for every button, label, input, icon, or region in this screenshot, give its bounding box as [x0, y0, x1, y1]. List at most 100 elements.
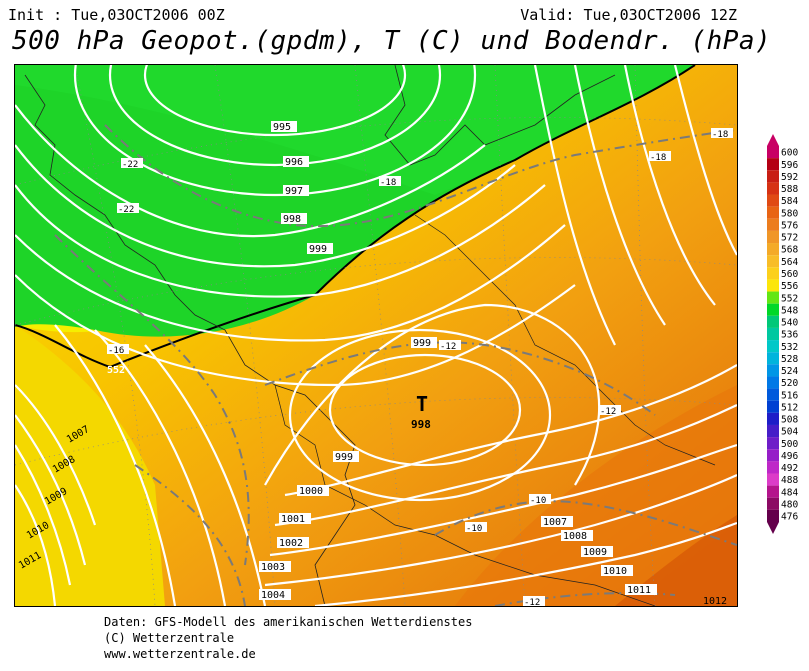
isobar-label: 1011	[627, 585, 651, 596]
isotherm-label: -12	[600, 407, 616, 417]
legend-swatch	[767, 437, 779, 450]
legend-label: 480	[781, 499, 798, 510]
map-title: 500 hPa Geopot.(gpdm), T (C) und Bodendr…	[12, 26, 772, 56]
isotherm-label: -10	[530, 496, 546, 506]
isobar-label: 999	[309, 244, 327, 255]
legend-swatch	[767, 412, 779, 425]
legend-swatch	[767, 388, 779, 401]
isobar-label: 999	[413, 338, 431, 349]
orange-field	[455, 385, 737, 606]
legend-label: 488	[781, 475, 798, 486]
isobars	[15, 65, 737, 606]
geopotential-label: 552	[107, 365, 125, 376]
legend-swatch	[767, 291, 779, 304]
legend-label: 504	[781, 427, 798, 438]
init-time: Init : Tue,03OCT2006 00Z	[8, 6, 225, 24]
isotherm-label: -22	[118, 205, 134, 215]
legend-label: 476	[781, 512, 798, 523]
legend-label: 536	[781, 330, 798, 341]
isobar-label: 1008	[563, 531, 587, 542]
isotherm-label: -18	[650, 153, 666, 163]
legend-label: 580	[781, 208, 798, 219]
legend-swatch	[767, 424, 779, 438]
legend-label: 564	[781, 257, 798, 268]
legend-label: 500	[781, 439, 798, 450]
legend-arrow-bottom	[767, 522, 779, 534]
legend-swatch	[767, 315, 779, 328]
legend-label: 520	[781, 378, 798, 389]
legend-swatch	[767, 376, 779, 389]
isobar-label: 1001	[281, 514, 305, 525]
legend-label: 588	[781, 184, 798, 195]
yellow-southwest	[15, 325, 165, 606]
coastline	[414, 214, 716, 466]
legend-label: 596	[781, 160, 798, 171]
legend-label: 512	[781, 402, 798, 413]
isobar-label: 998	[283, 214, 301, 225]
credits-copyright: (C) Wetterzentrale	[104, 631, 235, 645]
credits-source: Daten: GFS-Modell des amerikanischen Wet…	[104, 615, 473, 629]
isotherm-label: -12	[524, 598, 540, 607]
legend-swatch	[767, 170, 779, 183]
color-legend: 6005965925885845805765725685645605565525…	[767, 134, 798, 534]
legend-swatch	[767, 303, 779, 316]
legend-label: 496	[781, 451, 798, 462]
legend-swatch	[767, 255, 779, 268]
legend-swatch	[767, 509, 779, 522]
legend-label: 600	[781, 148, 798, 159]
legend-swatch	[767, 364, 779, 377]
legend-swatch	[767, 267, 779, 280]
legend-label: 516	[781, 390, 798, 401]
legend-label: 576	[781, 220, 798, 231]
green-airmass-light	[15, 65, 695, 195]
legend-swatch	[767, 400, 779, 413]
legend-label: 548	[781, 305, 798, 316]
legend-label: 584	[781, 196, 798, 207]
low-pressure-symbol: T	[416, 392, 428, 416]
legend-label: 560	[781, 269, 798, 280]
legend-arrow-top	[767, 134, 779, 146]
legend-swatch	[767, 340, 779, 353]
isotherm-label: -22	[122, 160, 138, 170]
legend-swatch	[767, 473, 779, 486]
data-credits: Daten: GFS-Modell des amerikanischen Wet…	[104, 614, 472, 662]
legend-swatch	[767, 243, 779, 256]
legend-label: 508	[781, 415, 798, 426]
isobar-label: 1010	[603, 566, 627, 577]
legend-swatch	[767, 461, 779, 474]
legend-label: 532	[781, 342, 798, 353]
isobar-label: 996	[285, 157, 303, 168]
legend-swatch	[767, 230, 779, 244]
isobar-label: 1000	[299, 486, 323, 497]
legend-swatch	[767, 279, 779, 292]
coastline	[384, 65, 616, 166]
isotherm-label: -18	[380, 178, 396, 188]
legend-swatch	[767, 158, 779, 171]
weather-map: 995 996 997 998 999 999 999 1000 1001 10…	[14, 64, 738, 607]
isobar-label: 997	[285, 186, 303, 197]
isobar-label: 1007	[543, 517, 567, 528]
legend-swatch	[767, 327, 779, 341]
isobar-label: 1002	[279, 538, 303, 549]
isobar-label: 1003	[261, 562, 285, 573]
low-pressure-value: 998	[411, 418, 431, 431]
legend-swatch	[767, 485, 779, 498]
legend-swatch	[767, 146, 779, 159]
isotherm-label: -10	[466, 524, 482, 534]
isotherms	[54, 124, 737, 606]
legend-label: 524	[781, 366, 798, 377]
legend-swatch	[767, 449, 779, 462]
isobar-label: 1009	[583, 547, 607, 558]
legend-label: 484	[781, 487, 798, 498]
legend-swatch	[767, 352, 779, 365]
legend-label: 528	[781, 354, 798, 365]
legend-label: 556	[781, 281, 798, 292]
isobar-label: 995	[273, 122, 291, 133]
legend-swatch	[767, 194, 779, 207]
legend-label: 540	[781, 318, 798, 329]
coastline	[274, 384, 656, 606]
deep-orange-field	[615, 515, 737, 606]
legend-label: 572	[781, 233, 798, 244]
isobar-label: 999	[335, 452, 353, 463]
legend-swatch	[767, 182, 779, 195]
